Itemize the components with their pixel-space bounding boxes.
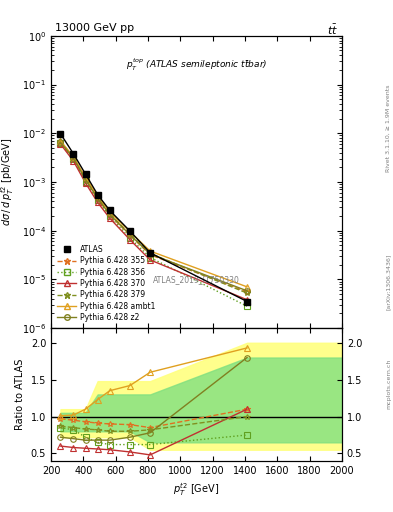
Text: Rivet 3.1.10, ≥ 1.9M events: Rivet 3.1.10, ≥ 1.9M events [386, 84, 391, 172]
Text: ATLAS_2019_I1750330: ATLAS_2019_I1750330 [153, 275, 240, 284]
ATLAS [95, 191, 100, 198]
Y-axis label: $d\sigma\,/\,d\,p_T^{t2}$ [pb/GeV]: $d\sigma\,/\,d\,p_T^{t2}$ [pb/GeV] [0, 138, 17, 226]
Text: $t\bar{t}$: $t\bar{t}$ [327, 23, 338, 37]
ATLAS [245, 298, 250, 305]
ATLAS [58, 131, 63, 137]
ATLAS [71, 151, 76, 157]
Text: mcplots.cern.ch: mcplots.cern.ch [386, 359, 391, 409]
Text: 13000 GeV pp: 13000 GeV pp [55, 23, 134, 33]
ATLAS [128, 228, 132, 234]
Text: [arXiv:1306.3436]: [arXiv:1306.3436] [386, 253, 391, 310]
ATLAS [83, 171, 88, 177]
Line: ATLAS: ATLAS [57, 130, 251, 305]
Legend: ATLAS, Pythia 6.428 355, Pythia 6.428 356, Pythia 6.428 370, Pythia 6.428 379, P: ATLAS, Pythia 6.428 355, Pythia 6.428 35… [55, 243, 158, 324]
ATLAS [107, 207, 112, 214]
ATLAS [148, 250, 152, 256]
X-axis label: $p_T^{t2}$ [GeV]: $p_T^{t2}$ [GeV] [173, 481, 220, 498]
Text: $p_T^{top}$ (ATLAS semileptonic tt̄bar): $p_T^{top}$ (ATLAS semileptonic tt̄bar) [126, 56, 267, 73]
Y-axis label: Ratio to ATLAS: Ratio to ATLAS [15, 359, 25, 430]
